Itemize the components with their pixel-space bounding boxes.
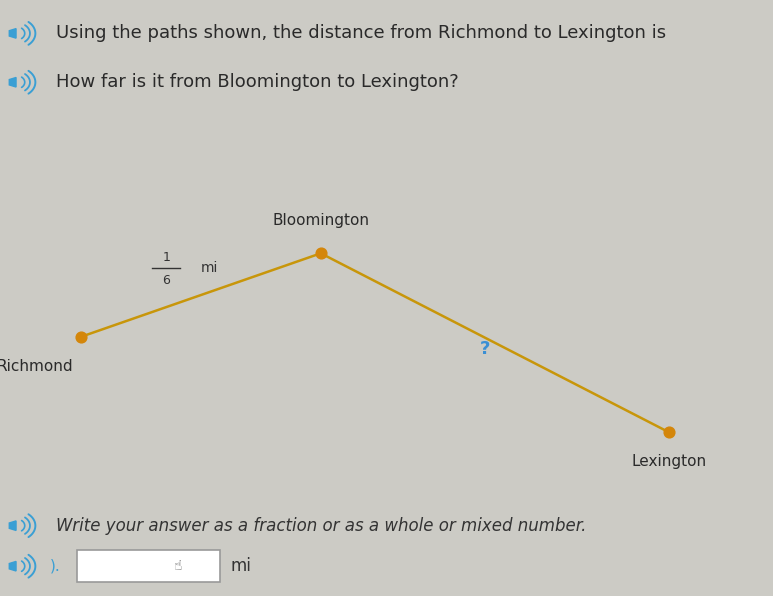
Text: ?: ? (480, 340, 491, 358)
Text: ☝: ☝ (175, 559, 182, 573)
Text: Using the paths shown, the distance from Richmond to Lexington is: Using the paths shown, the distance from… (56, 24, 666, 42)
Text: Richmond: Richmond (0, 359, 73, 374)
Polygon shape (9, 29, 16, 38)
Polygon shape (9, 521, 16, 530)
Text: Bloomington: Bloomington (272, 213, 369, 228)
Text: Write your answer as a fraction or as a whole or mixed number.: Write your answer as a fraction or as a … (56, 517, 586, 535)
Text: ).: ). (50, 558, 61, 574)
Point (662, 427, 675, 437)
Text: 6: 6 (162, 274, 170, 287)
Point (75, 332, 87, 342)
Point (315, 249, 327, 258)
Text: mi: mi (230, 557, 251, 575)
Polygon shape (9, 77, 16, 87)
Polygon shape (9, 561, 16, 571)
Text: 1: 1 (162, 251, 170, 264)
Text: How far is it from Bloomington to Lexington?: How far is it from Bloomington to Lexing… (56, 73, 458, 91)
Text: mi: mi (201, 260, 218, 275)
FancyBboxPatch shape (77, 550, 220, 582)
Text: Lexington: Lexington (631, 454, 707, 470)
